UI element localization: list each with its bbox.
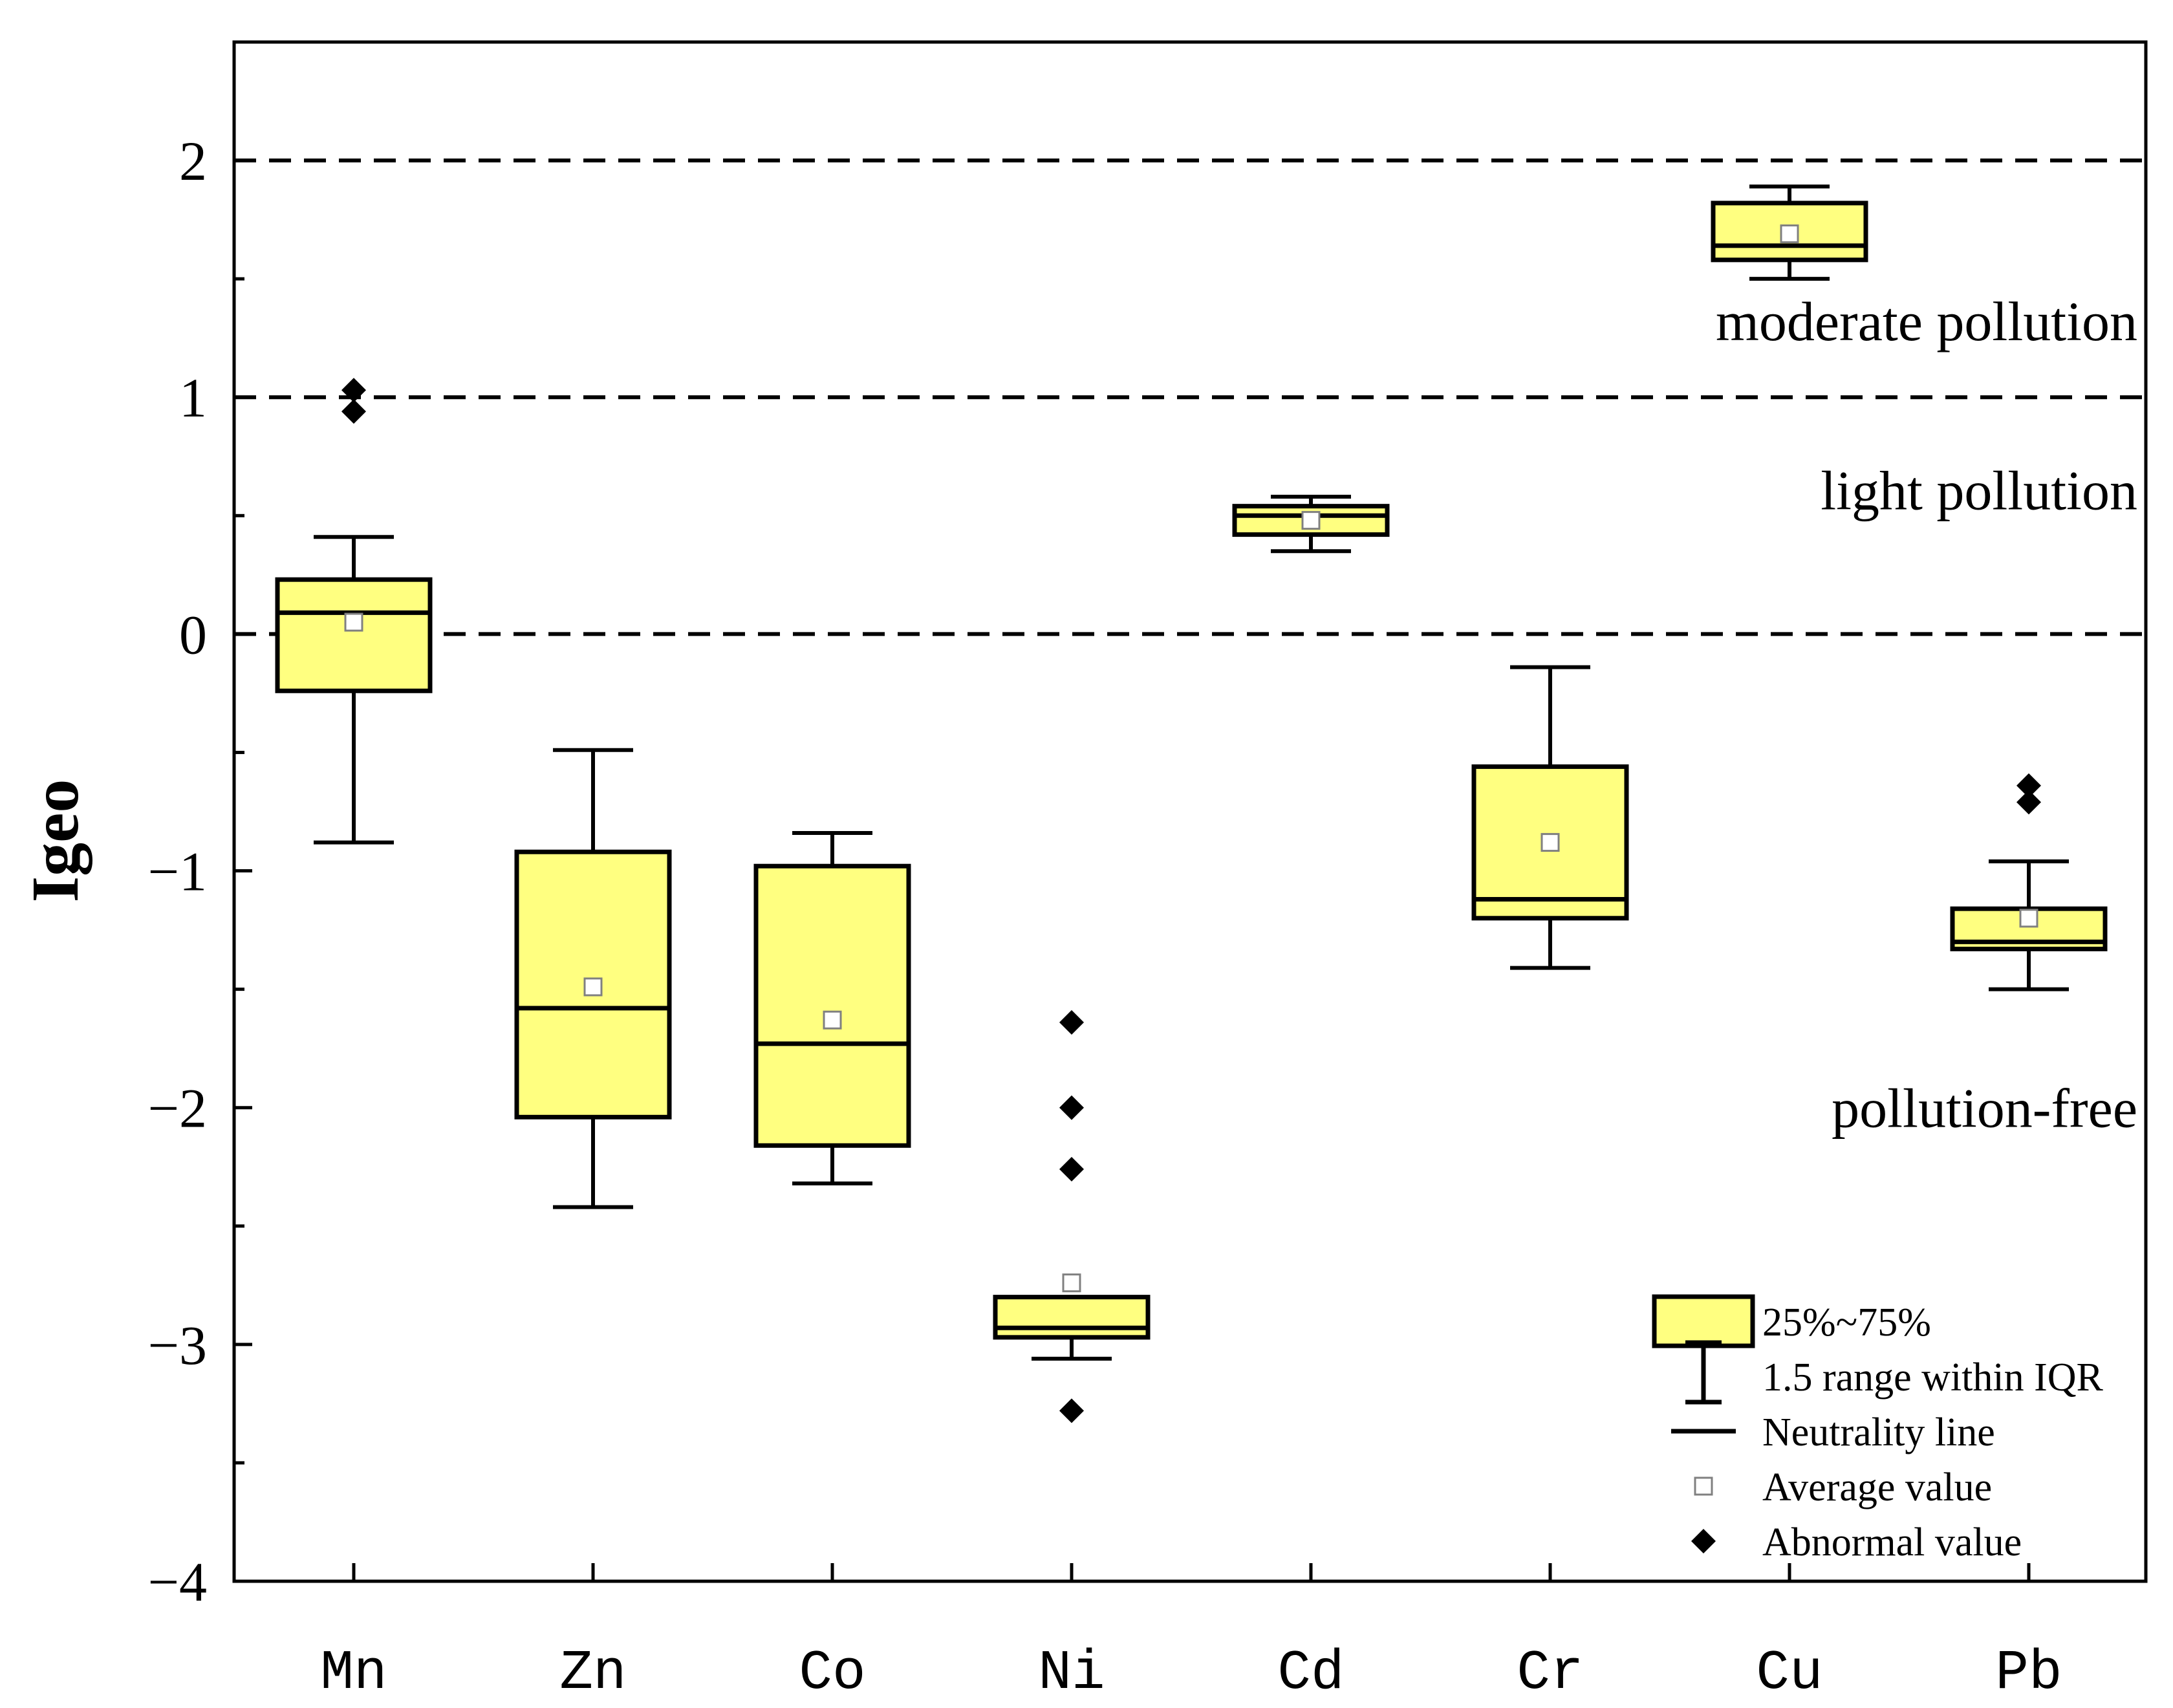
outlier-marker — [1059, 1398, 1084, 1423]
box-group-mn — [275, 378, 433, 845]
x-tick-label: Zn — [559, 1641, 626, 1705]
legend: 25%~75% 1.5 range within IQR Neutrality li… — [1652, 1294, 2104, 1564]
reference-lines — [234, 158, 2146, 636]
legend-item: Average value — [1694, 1465, 1992, 1509]
zone-label: pollution-free — [1832, 1077, 2137, 1140]
mean-marker — [583, 977, 603, 997]
y-axis: −4 −3 −2 −1 0 1 2 — [147, 130, 252, 1613]
y-tick-label: −1 — [147, 841, 207, 903]
legend-label: 25%~75% — [1762, 1301, 1931, 1345]
legend-label: 1.5 range within IQR — [1762, 1356, 2104, 1400]
outlier-marker — [2016, 773, 2041, 798]
x-tick-label: Cu — [1756, 1641, 1822, 1705]
legend-box-swatch — [1652, 1294, 1755, 1348]
zone-label: light pollution — [1821, 459, 2137, 521]
outlier-marker — [1059, 1010, 1084, 1035]
box-group-ni — [993, 1010, 1151, 1423]
box-series — [275, 184, 2108, 1423]
mean-marker — [1301, 511, 1321, 530]
box-group-co — [753, 830, 911, 1185]
mean-marker — [344, 612, 363, 632]
x-tick-label: Cd — [1277, 1641, 1344, 1705]
outlier-marker — [2016, 790, 2041, 815]
x-tick-label: Mn — [320, 1641, 387, 1705]
x-axis: Mn Zn Co Ni Cd Cr Cu Pb — [320, 1563, 2062, 1705]
zone-labels: moderate pollution light pollution polluti… — [1716, 290, 2137, 1139]
y-tick-label: −2 — [147, 1077, 207, 1140]
x-tick-label: Pb — [1995, 1641, 2062, 1705]
zone-label: moderate pollution — [1716, 290, 2137, 352]
mean-marker — [1541, 833, 1560, 852]
plot-frame — [232, 40, 2148, 1583]
legend-outlier-swatch — [1691, 1529, 1716, 1553]
mean-marker — [1062, 1273, 1081, 1293]
mean-marker — [2019, 909, 2038, 928]
legend-mean-swatch — [1694, 1476, 1713, 1496]
legend-label: Neutrality line — [1762, 1411, 1995, 1454]
box-iqr — [993, 1295, 1151, 1340]
box-group-zn — [514, 748, 672, 1209]
box-group-cu — [1711, 184, 1868, 281]
outlier-marker — [1059, 1095, 1084, 1120]
x-tick-label: Ni — [1038, 1641, 1105, 1705]
legend-item: 25%~75% — [1652, 1294, 1931, 1348]
x-tick-label: Cr — [1517, 1641, 1583, 1705]
y-tick-label: −4 — [147, 1551, 207, 1613]
box-iqr — [753, 863, 911, 1148]
x-tick-label: Co — [799, 1641, 865, 1705]
y-tick-label: −3 — [147, 1314, 207, 1376]
y-tick-label: 1 — [179, 367, 207, 429]
legend-item: Neutrality line — [1671, 1411, 1995, 1454]
mean-marker — [1780, 224, 1799, 244]
y-tick-label: 0 — [179, 603, 207, 665]
box-group-cr — [1471, 665, 1629, 970]
mean-marker — [823, 1010, 842, 1030]
y-axis-title: Igeo — [18, 779, 92, 903]
outlier-marker — [341, 399, 366, 424]
legend-label: Average value — [1762, 1465, 1992, 1509]
y-tick-label: 2 — [179, 130, 207, 192]
legend-item: Abnormal value — [1691, 1520, 2022, 1564]
box-iqr — [275, 577, 433, 693]
box-iqr — [1711, 200, 1868, 263]
box-group-cd — [1232, 495, 1390, 554]
box-group-pb — [1950, 773, 2108, 991]
outlier-marker — [1059, 1156, 1084, 1182]
outlier-marker — [341, 378, 366, 403]
legend-item: 1.5 range within IQR — [1685, 1340, 2104, 1405]
legend-label: Abnormal value — [1762, 1520, 2022, 1564]
